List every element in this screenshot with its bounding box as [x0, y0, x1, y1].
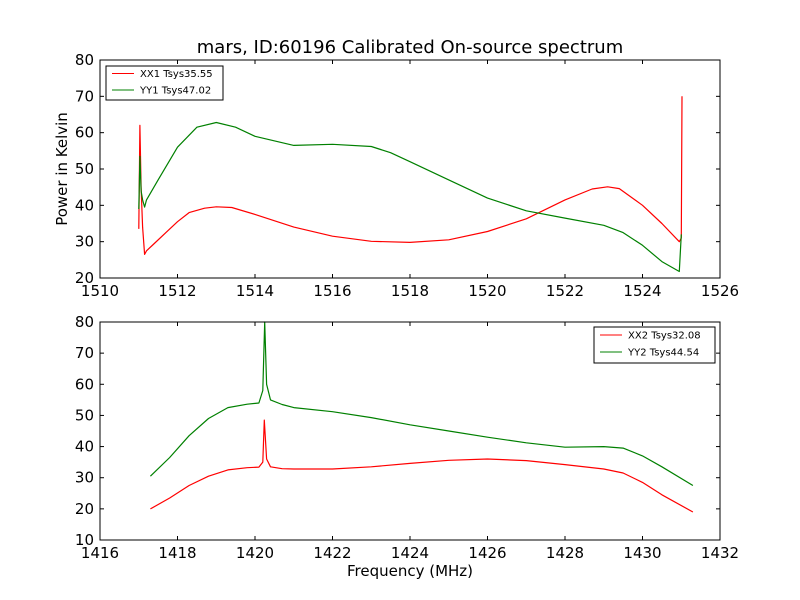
top-series-xx1-line: [138, 96, 683, 255]
bottom-x-tick-label: 1422: [313, 544, 351, 562]
bottom-y-tick-label: 80: [75, 313, 94, 331]
bottom-legend-box: [593, 326, 716, 364]
top-y-axis-label: Power in Kelvin: [53, 112, 71, 226]
bottom-legend-label-yy2: YY2 Tsys44.54: [627, 348, 699, 359]
top-y-tick-label: 50: [75, 160, 94, 178]
top-chart-title: mars, ID:60196 Calibrated On-source spec…: [197, 37, 623, 58]
bottom-y-tick-label: 70: [75, 344, 94, 362]
bottom-x-tick-label: 1428: [546, 544, 584, 562]
bottom-y-tick-label: 20: [75, 500, 94, 518]
bottom-plot-series-group: [149, 321, 694, 513]
top-series-yy1-line: [138, 121, 682, 273]
top-legend-label-yy1: YY1 Tsys47.02: [139, 86, 211, 97]
top-plot-ticks: 1510 1512 1514 1516 1518 1520 1522 1524 1526 20 30…: [75, 51, 739, 300]
bottom-series-yy2-line: [149, 321, 694, 487]
bottom-x-tick-label: 1430: [623, 544, 661, 562]
top-y-tick-label: 60: [75, 124, 94, 142]
bottom-x-tick-label: 1424: [391, 544, 429, 562]
bottom-x-tick-label: 1426: [468, 544, 506, 562]
top-x-tick-label: 1524: [623, 282, 661, 300]
bottom-y-tick-label: 50: [75, 406, 94, 424]
top-legend-box: [105, 65, 224, 101]
top-legend-label-xx1: XX1 Tsys35.55: [140, 69, 213, 80]
top-y-tick-label: 30: [75, 233, 94, 251]
top-x-tick-label: 1516: [313, 282, 351, 300]
bottom-x-tick-label: 1416: [81, 544, 119, 562]
top-x-tick-label: 1520: [468, 282, 506, 300]
bottom-plot: 1416 1418 1420 1422 1424 1426 1428 1430 1432 10 20…: [75, 313, 739, 580]
top-x-tick-label: 1526: [701, 282, 739, 300]
top-y-tick-label: 40: [75, 196, 94, 214]
bottom-x-tick-label: 1418: [158, 544, 196, 562]
top-x-tick-label: 1514: [236, 282, 274, 300]
bottom-x-tick-label: 1432: [701, 544, 739, 562]
bottom-y-tick-label: 40: [75, 438, 94, 456]
bottom-series-xx2-line: [150, 419, 694, 513]
top-y-tick-label: 20: [75, 269, 94, 287]
top-x-tick-label: 1512: [158, 282, 196, 300]
top-x-tick-label: 1510: [81, 282, 119, 300]
bottom-legend: XX2 Tsys32.08 YY2 Tsys44.54: [593, 326, 716, 364]
bottom-y-tick-label: 10: [75, 531, 94, 549]
top-legend: XX1 Tsys35.55 YY1 Tsys47.02: [105, 65, 224, 101]
bottom-y-tick-label: 30: [75, 469, 94, 487]
top-plot: mars, ID:60196 Calibrated On-source spec…: [53, 37, 739, 300]
bottom-plot-ticks: 1416 1418 1420 1422 1424 1426 1428 1430 1432 10 20…: [75, 313, 739, 562]
top-plot-series-group: [138, 96, 683, 273]
top-x-tick-label: 1522: [546, 282, 584, 300]
bottom-y-tick-label: 60: [75, 375, 94, 393]
bottom-legend-label-xx2: XX2 Tsys32.08: [628, 331, 701, 342]
top-y-tick-label: 70: [75, 87, 94, 105]
top-y-tick-label: 80: [75, 51, 94, 69]
bottom-x-tick-label: 1420: [236, 544, 274, 562]
top-x-tick-label: 1518: [391, 282, 429, 300]
bottom-x-axis-label: Frequency (MHz): [347, 562, 473, 580]
